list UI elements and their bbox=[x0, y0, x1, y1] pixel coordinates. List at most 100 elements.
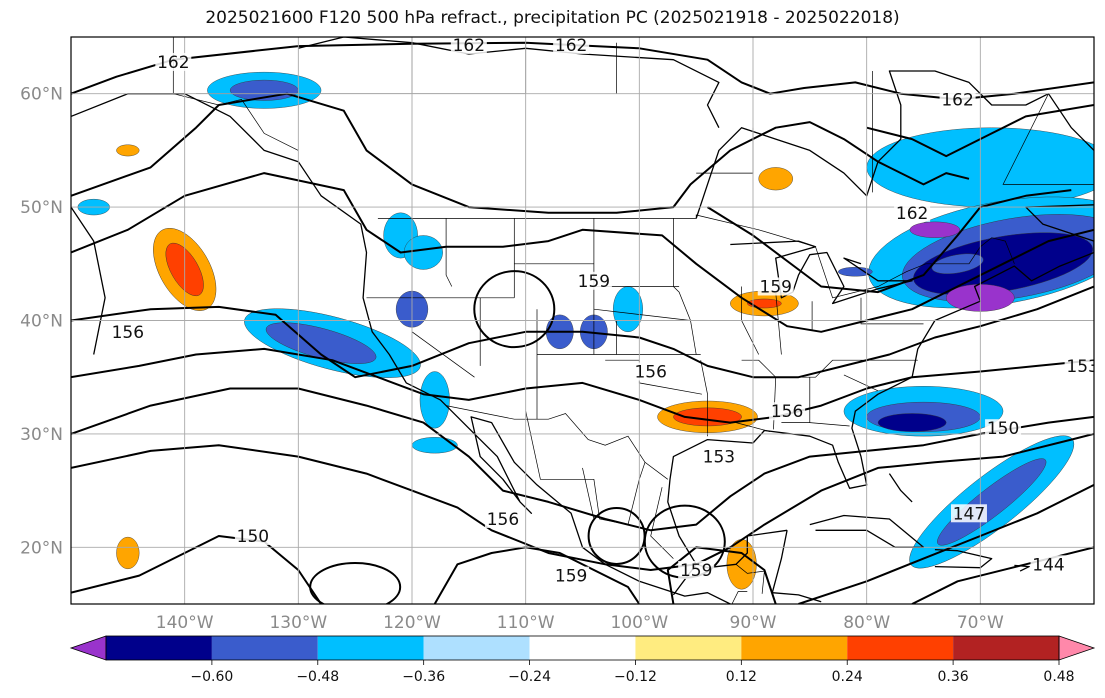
colorbar: −0.60 −0.48 −0.36 −0.24 −0.12 0.12 0.24 0.36 0.4… bbox=[69, 635, 1096, 685]
contour-label: 150 bbox=[987, 419, 1019, 439]
contour-label-bg bbox=[109, 322, 146, 341]
coastline bbox=[71, 93, 731, 604]
border-line bbox=[582, 467, 595, 520]
lon-label: 120°W bbox=[383, 613, 441, 633]
precip-area bbox=[866, 127, 1094, 208]
border-line bbox=[696, 127, 754, 174]
contour-label-bg bbox=[484, 509, 521, 528]
colorbar-tick-label: 0.24 bbox=[832, 669, 863, 685]
coastline bbox=[695, 70, 1094, 219]
colorbar-tick-label: −0.12 bbox=[614, 669, 657, 685]
plot-area: 162 162 162 162 162 159 159 159 159 156 156 156 156 1… bbox=[71, 36, 1098, 604]
colorbar-segment bbox=[529, 636, 636, 660]
gridlines bbox=[71, 37, 1094, 604]
coastline bbox=[888, 473, 913, 503]
colorbar-segment bbox=[953, 636, 1059, 660]
height-contour bbox=[71, 535, 322, 604]
border-line bbox=[735, 564, 765, 594]
border-line bbox=[445, 218, 453, 287]
coastline bbox=[667, 204, 1094, 596]
colorbar-segment bbox=[211, 636, 318, 660]
precip-area bbox=[758, 167, 793, 191]
precip-area bbox=[116, 144, 140, 157]
contour-label: 159 bbox=[578, 272, 610, 292]
border-line bbox=[809, 422, 850, 427]
contour-label-bg bbox=[234, 526, 271, 545]
colorbar-tick-label: 0.48 bbox=[1043, 669, 1074, 685]
height-contour bbox=[309, 561, 402, 604]
contour-label-bg bbox=[1030, 555, 1067, 574]
contour-label: 144 bbox=[1032, 555, 1064, 575]
border-line bbox=[673, 218, 697, 355]
colorbar-tick-label: 0.36 bbox=[938, 669, 969, 685]
height-contour bbox=[71, 432, 1094, 571]
lat-label: 30°N bbox=[20, 425, 63, 445]
contour-label: 162 bbox=[896, 204, 928, 224]
colorbar-max-arrow bbox=[1058, 635, 1096, 661]
border-line bbox=[377, 214, 1015, 299]
contour-label: 159 bbox=[555, 567, 587, 587]
contour-label-bg bbox=[632, 362, 669, 381]
precip-area bbox=[937, 458, 1047, 546]
contour-label-bg bbox=[553, 566, 590, 585]
contour-label-bg bbox=[155, 52, 192, 71]
contour-label: 162 bbox=[453, 36, 485, 56]
map-frame bbox=[70, 36, 1095, 605]
contour-label-bg bbox=[769, 402, 806, 421]
lon-label: 70°W bbox=[957, 613, 1004, 633]
contour-label: 159 bbox=[680, 561, 712, 581]
precip-area bbox=[411, 437, 458, 454]
height-contour bbox=[71, 347, 1094, 424]
contour-label-bg bbox=[894, 203, 931, 222]
border-line bbox=[1002, 93, 1094, 185]
precip-area bbox=[909, 221, 961, 238]
height-contour bbox=[71, 92, 970, 214]
contour-label-bg bbox=[757, 277, 794, 296]
colorbar-tick-label: −0.36 bbox=[402, 669, 445, 685]
height-contour bbox=[706, 189, 1072, 294]
height-contour bbox=[473, 270, 556, 349]
coastline bbox=[730, 240, 913, 305]
lat-label: 20°N bbox=[20, 538, 63, 558]
map-title: 2025021600 F120 500 hPa refract., precip… bbox=[205, 8, 900, 28]
colorbar-segment bbox=[317, 636, 424, 660]
lon-label: 140°W bbox=[156, 613, 214, 633]
lat-label: 50°N bbox=[20, 198, 63, 218]
border-line bbox=[173, 93, 299, 151]
contour-label: 162 bbox=[941, 90, 973, 110]
colorbar-segment bbox=[635, 636, 742, 660]
contour-label-bg bbox=[553, 37, 590, 54]
border-line bbox=[700, 360, 708, 437]
colorbar-tick-label: −0.60 bbox=[190, 669, 233, 685]
height-contour bbox=[71, 41, 1094, 101]
colorbar-segment bbox=[106, 636, 212, 660]
contour-label: 156 bbox=[634, 363, 666, 383]
coastline bbox=[934, 548, 993, 569]
contour-label-bg bbox=[985, 419, 1022, 438]
colorbar-frame bbox=[105, 635, 1060, 661]
colorbar-min-arrow bbox=[69, 635, 107, 661]
height-contour bbox=[71, 172, 1094, 333]
contour-label-bg bbox=[450, 37, 487, 54]
border-line bbox=[593, 308, 691, 321]
border-line bbox=[860, 297, 924, 325]
precip-area bbox=[116, 536, 140, 570]
precip-area bbox=[419, 371, 450, 429]
colorbar-segment bbox=[847, 636, 954, 660]
precip-area bbox=[612, 286, 643, 333]
border-line bbox=[731, 591, 748, 604]
border-line bbox=[525, 411, 646, 526]
height-contour bbox=[866, 104, 1094, 158]
border-line bbox=[650, 487, 674, 559]
contour-label: 159 bbox=[760, 277, 792, 297]
colorbar-tick-label: 0.12 bbox=[726, 669, 757, 685]
lon-label: 130°W bbox=[269, 613, 327, 633]
coastline bbox=[71, 206, 106, 355]
lon-label: 100°W bbox=[610, 613, 668, 633]
contour-label: 150 bbox=[237, 527, 269, 547]
precip-area bbox=[403, 235, 443, 270]
precip-area bbox=[877, 413, 947, 432]
contour-label-bg bbox=[700, 447, 737, 466]
contour-label: 153 bbox=[1066, 357, 1098, 377]
contour-label-bg bbox=[950, 504, 987, 523]
